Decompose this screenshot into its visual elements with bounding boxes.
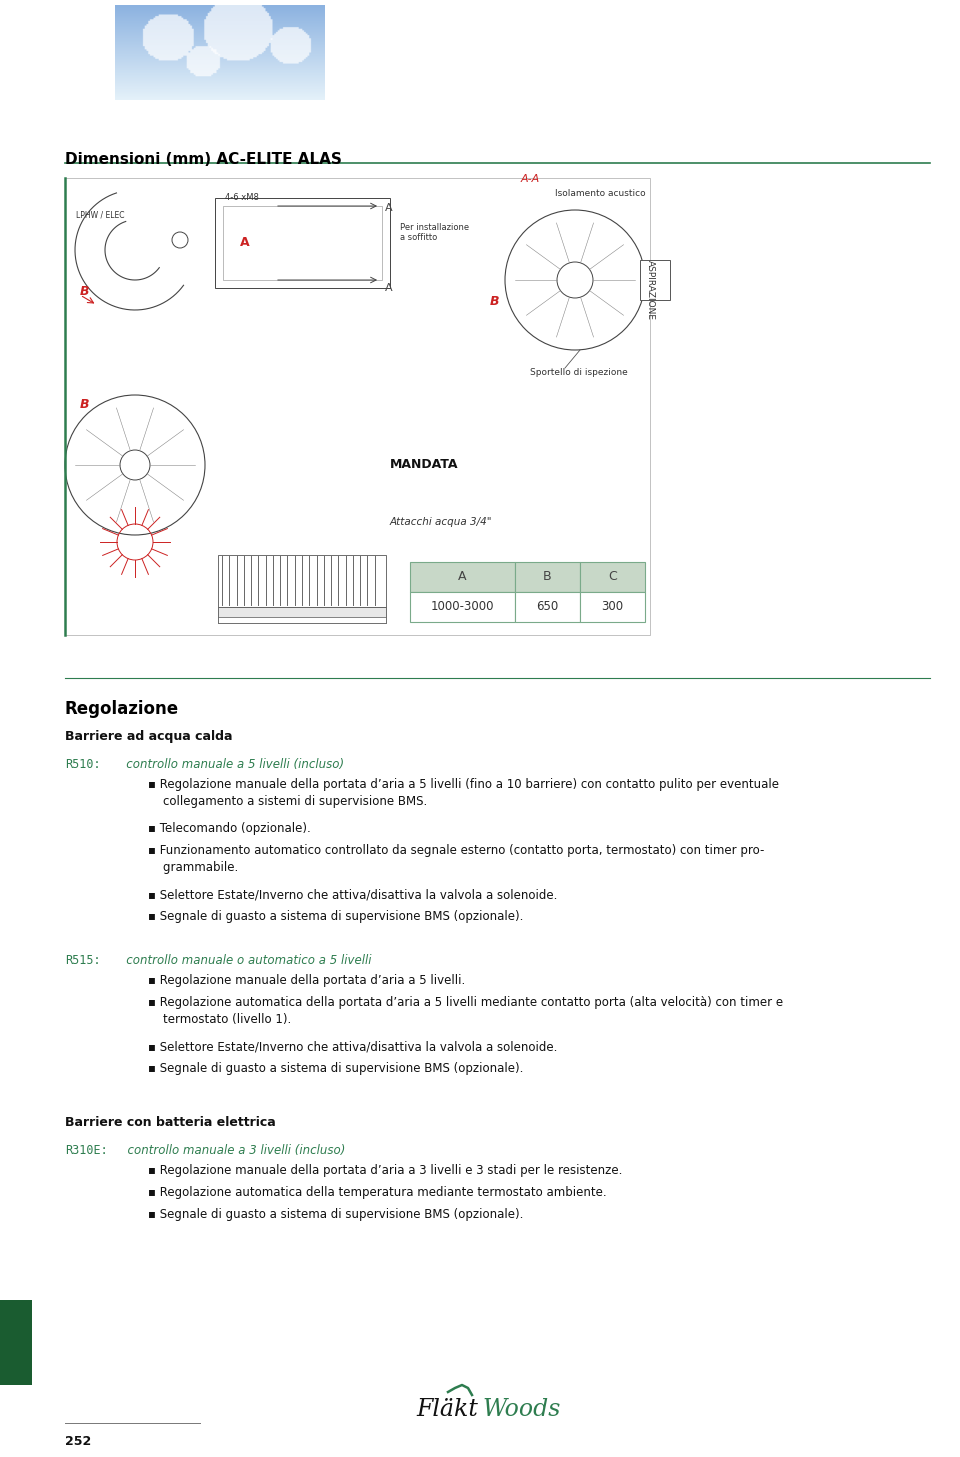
Bar <box>640 259 670 300</box>
Text: C: C <box>608 571 617 583</box>
Text: ▪ Regolazione automatica della temperatura mediante termostato ambiente.: ▪ Regolazione automatica della temperatu… <box>148 1186 607 1199</box>
Bar <box>410 592 515 622</box>
Bar <box>218 555 386 608</box>
Text: controllo manuale a 3 livelli (incluso): controllo manuale a 3 livelli (incluso) <box>120 1144 346 1157</box>
Text: ▪ Regolazione manuale della portata d’aria a 3 livelli e 3 stadi per le resisten: ▪ Regolazione manuale della portata d’ar… <box>148 1164 622 1177</box>
Text: ▪ Selettore Estate/Inverno che attiva/disattiva la valvola a solenoide.: ▪ Selettore Estate/Inverno che attiva/di… <box>148 887 558 900</box>
Text: B: B <box>490 294 499 307</box>
Text: LPHW / ELEC: LPHW / ELEC <box>76 210 125 220</box>
Text: Regolazione: Regolazione <box>65 699 180 718</box>
Text: 252: 252 <box>65 1435 91 1448</box>
Text: ▪ Regolazione manuale della portata d’aria a 5 livelli.: ▪ Regolazione manuale della portata d’ar… <box>148 973 466 986</box>
Text: A: A <box>240 236 250 249</box>
Text: B: B <box>80 398 89 411</box>
Text: Barriere con batteria elettrica: Barriere con batteria elettrica <box>65 1116 276 1129</box>
Bar <box>65 178 650 635</box>
Text: ASPIRAZIONE: ASPIRAZIONE <box>645 259 655 321</box>
Bar <box>218 608 386 624</box>
Text: ▪ Segnale di guasto a sistema di supervisione BMS (opzionale).: ▪ Segnale di guasto a sistema di supervi… <box>148 1208 523 1221</box>
Text: 4-6 xM8: 4-6 xM8 <box>225 192 259 203</box>
Text: ▪ Regolazione automatica della portata d’aria a 5 livelli mediante contatto port: ▪ Regolazione automatica della portata d… <box>148 997 783 1026</box>
Bar <box>410 562 515 592</box>
Text: 1000-3000: 1000-3000 <box>431 600 494 613</box>
Text: ▪ Regolazione manuale della portata d’aria a 5 livelli (fino a 10 barriere) con : ▪ Regolazione manuale della portata d’ar… <box>148 778 779 809</box>
Text: R310E:: R310E: <box>65 1144 108 1157</box>
Text: ▪ Funzionamento automatico controllato da segnale esterno (contatto porta, termo: ▪ Funzionamento automatico controllato d… <box>148 844 764 874</box>
Text: Attacchi acqua 3/4": Attacchi acqua 3/4" <box>390 517 492 527</box>
Bar <box>515 562 580 592</box>
Text: ▪ Segnale di guasto a sistema di supervisione BMS (opzionale).: ▪ Segnale di guasto a sistema di supervi… <box>148 1062 523 1075</box>
Text: R510:: R510: <box>65 758 101 771</box>
Bar <box>223 205 382 280</box>
Text: Woods: Woods <box>482 1399 561 1422</box>
Bar <box>515 592 580 622</box>
Text: 300: 300 <box>601 600 624 613</box>
Text: Per installazione
a soffitto: Per installazione a soffitto <box>400 223 469 242</box>
Text: ▪ Segnale di guasto a sistema di supervisione BMS (opzionale).: ▪ Segnale di guasto a sistema di supervi… <box>148 911 523 922</box>
Text: R515:: R515: <box>65 954 101 967</box>
Text: B: B <box>543 571 552 583</box>
Text: ▪ Telecomando (opzionale).: ▪ Telecomando (opzionale). <box>148 822 311 835</box>
Text: Sportello di ispezione: Sportello di ispezione <box>530 369 628 377</box>
Text: Isolamento acustico: Isolamento acustico <box>555 189 646 198</box>
Text: controllo manuale a 5 livelli (incluso): controllo manuale a 5 livelli (incluso) <box>115 758 344 771</box>
Bar <box>215 198 390 288</box>
Bar <box>218 616 386 624</box>
Text: A-A: A-A <box>520 173 540 184</box>
Text: controllo manuale o automatico a 5 livelli: controllo manuale o automatico a 5 livel… <box>115 954 372 967</box>
Bar <box>0 1300 32 1386</box>
Text: A: A <box>385 203 393 213</box>
Text: Barriere ad acqua calda: Barriere ad acqua calda <box>65 730 232 743</box>
Text: 650: 650 <box>537 600 559 613</box>
Text: ▪ Selettore Estate/Inverno che attiva/disattiva la valvola a solenoide.: ▪ Selettore Estate/Inverno che attiva/di… <box>148 1040 558 1053</box>
Text: Fläkt: Fläkt <box>416 1399 478 1422</box>
Bar <box>580 562 645 592</box>
Text: B: B <box>80 286 89 299</box>
Text: A: A <box>385 283 393 293</box>
Bar <box>580 592 645 622</box>
Text: MANDATA: MANDATA <box>390 457 459 471</box>
Text: A: A <box>458 571 467 583</box>
Text: Dimensioni (mm) AC-ELITE ALAS: Dimensioni (mm) AC-ELITE ALAS <box>65 152 342 168</box>
